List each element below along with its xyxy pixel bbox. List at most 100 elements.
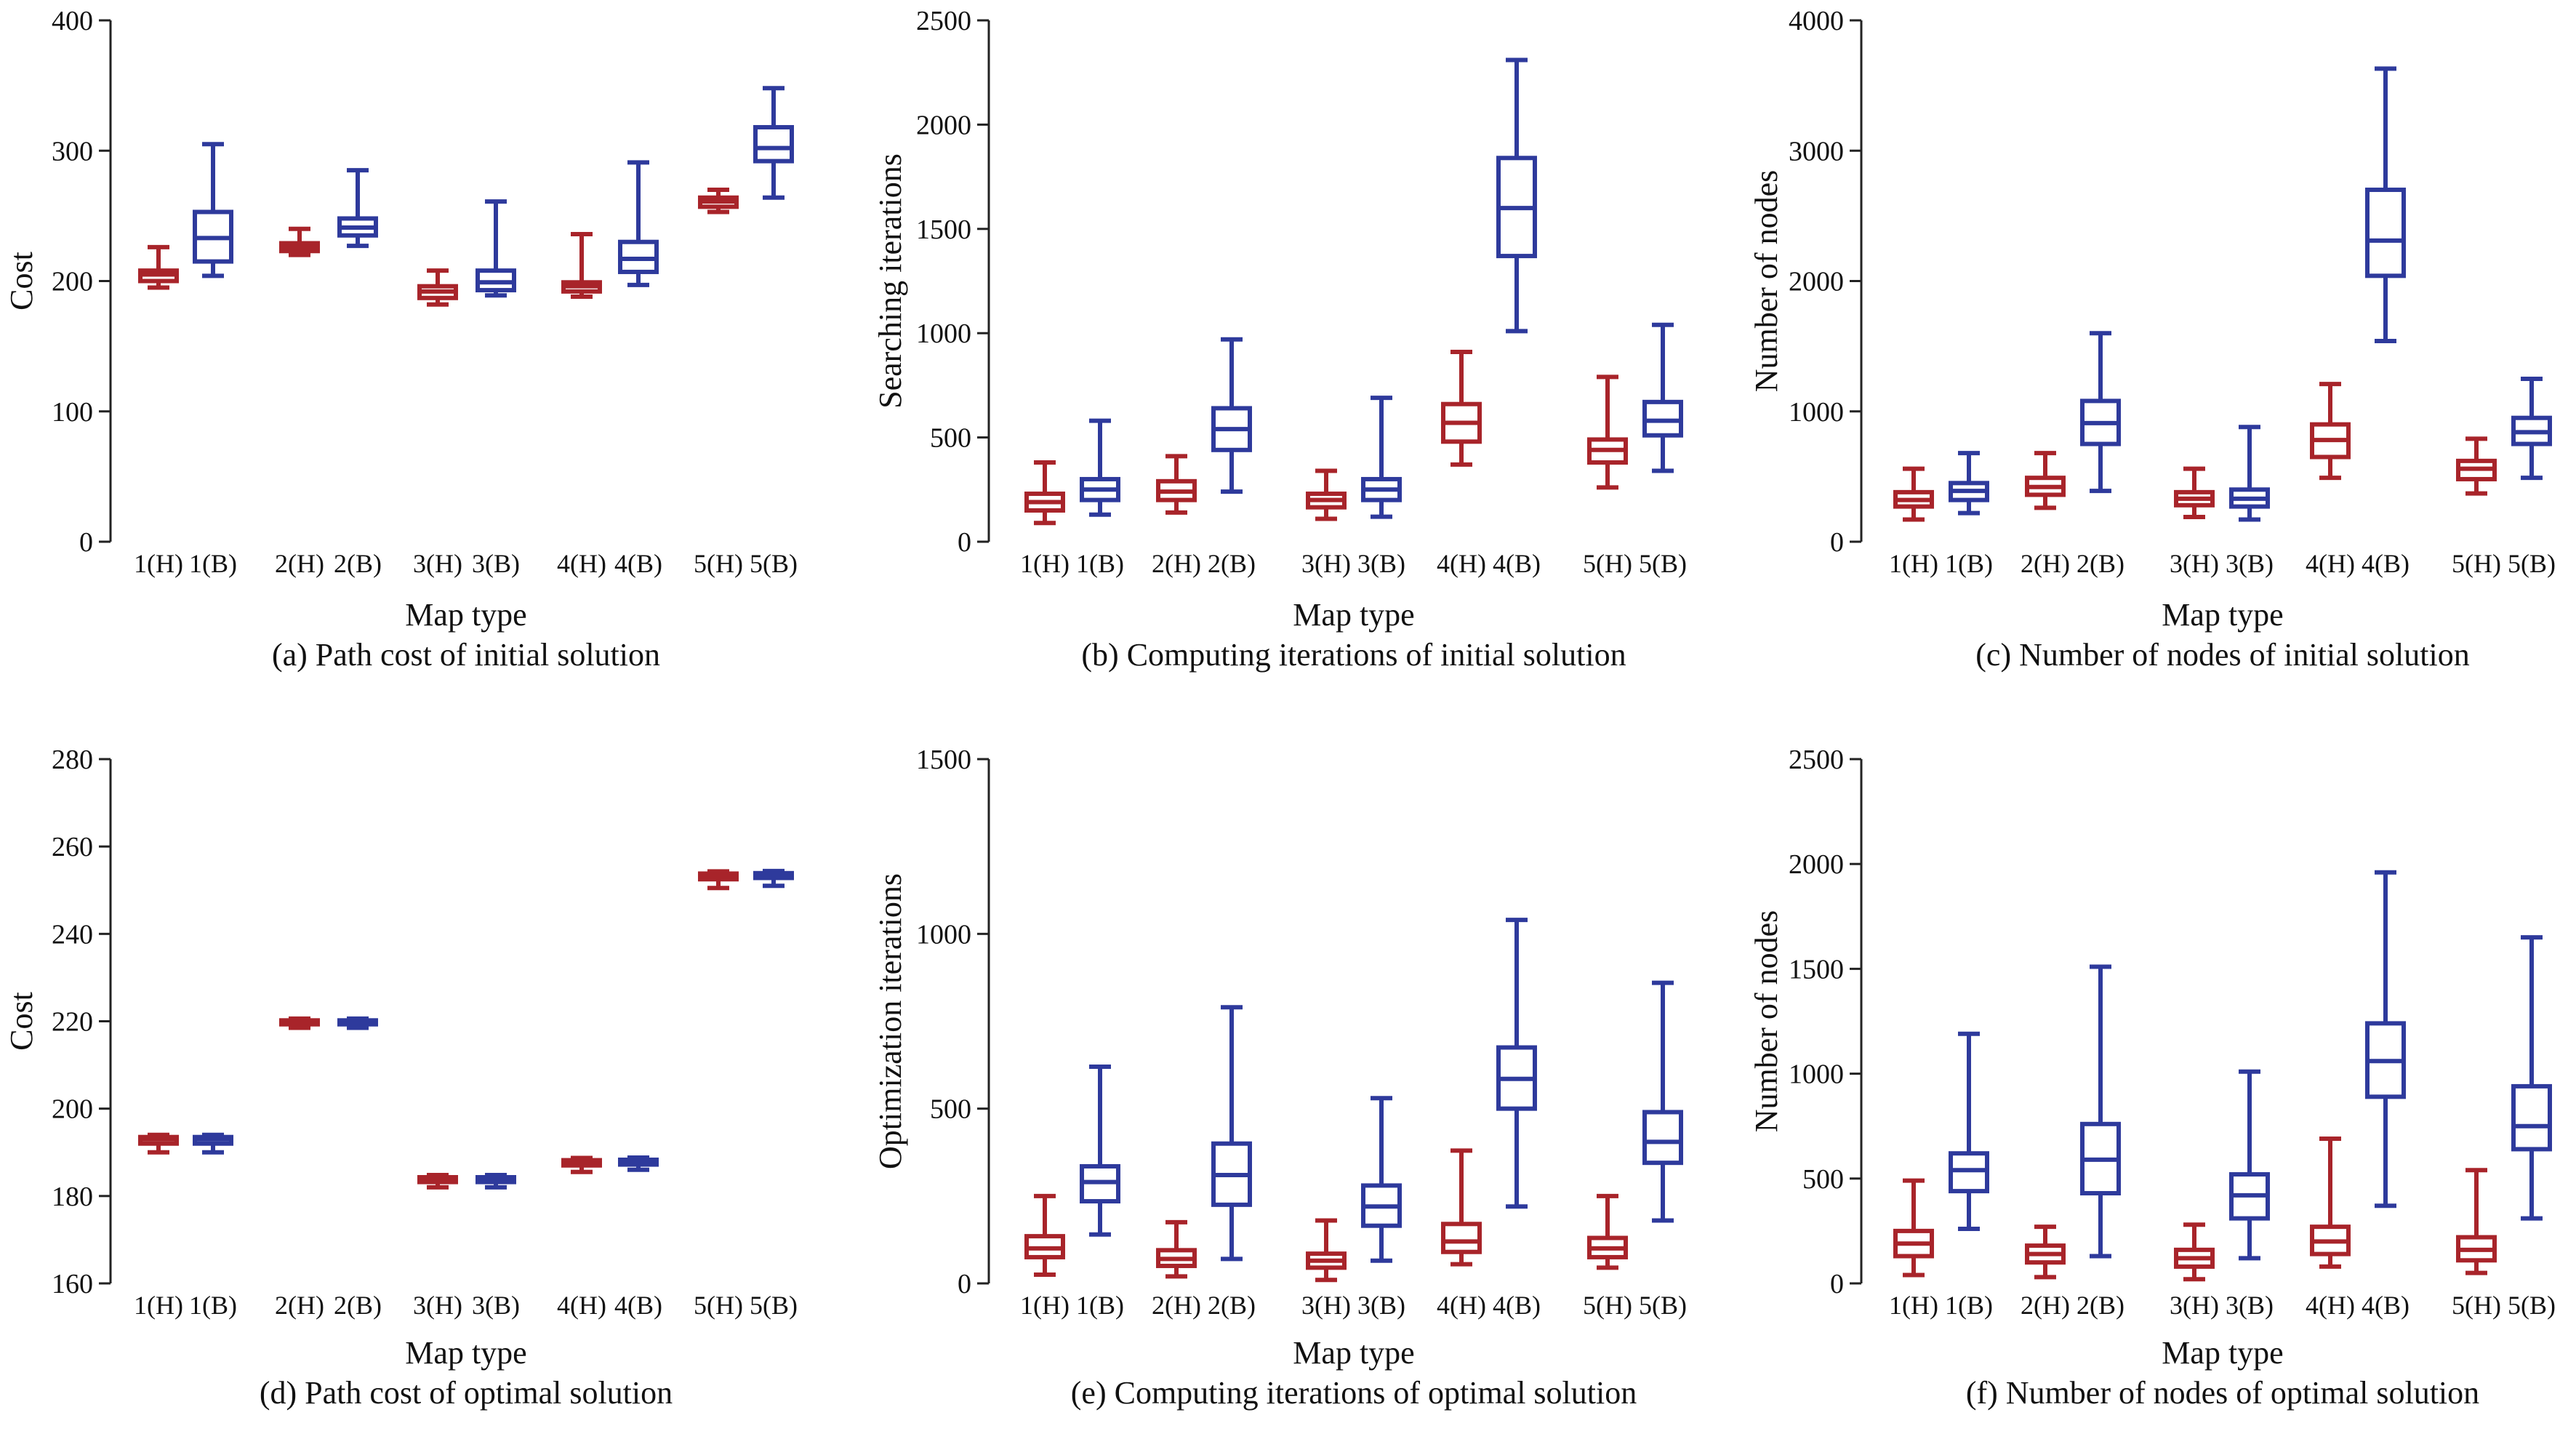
chart-panel-5: 0 500 1000 1500 2000 2500 Number of nodes 1(H) 1…	[1749, 745, 2556, 1411]
box-4(H)	[561, 231, 602, 300]
box-1(B)	[193, 142, 233, 278]
box-2(H)	[2025, 1224, 2066, 1280]
box-3(H)	[1306, 1218, 1347, 1283]
y-tick-label: 1000	[916, 318, 971, 349]
iqr-box	[2365, 188, 2406, 278]
box-3(B)	[476, 199, 516, 298]
x-tick-label: 4(B)	[1493, 549, 1541, 578]
x-tick-label: 1(H)	[1020, 1291, 1070, 1320]
y-tick-label: 200	[52, 1094, 93, 1125]
box-2(H)	[1156, 1219, 1197, 1279]
box-5(H)	[2456, 436, 2497, 496]
x-tick-label: 4(B)	[2362, 1291, 2410, 1320]
box-3(B)	[1361, 1096, 1402, 1263]
x-tick-label: 5(H)	[694, 549, 743, 578]
y-tick-label: 500	[930, 423, 971, 454]
box-3(B)	[476, 1172, 516, 1190]
y-tick-label: 0	[1830, 527, 1844, 558]
box-4(H)	[1441, 1148, 1482, 1267]
x-tick-label: 3(H)	[413, 549, 462, 578]
x-tick-label: 1(B)	[1076, 549, 1124, 578]
box-3(H)	[417, 268, 458, 307]
x-tick-label: 1(B)	[1945, 1291, 1993, 1320]
y-axis-label: Optimization iterations	[872, 873, 908, 1169]
y-tick-label: 4000	[1789, 6, 1844, 36]
iqr-box	[2511, 1083, 2552, 1152]
x-tick-label: 1(H)	[1889, 1291, 1938, 1320]
x-tick-label: 3(H)	[2170, 549, 2219, 578]
panel-caption: (e) Computing iterations of optimal solu…	[1071, 1375, 1637, 1411]
box-1(H)	[1024, 1193, 1065, 1277]
x-tick-label: 4(H)	[1437, 1291, 1486, 1320]
y-tick-label: 0	[958, 1269, 971, 1299]
y-tick-label: 2500	[916, 6, 971, 36]
panel-caption: (b) Computing iterations of initial solu…	[1081, 637, 1626, 673]
y-tick-label: 1500	[916, 745, 971, 775]
box-2(H)	[1156, 454, 1197, 515]
x-tick-label: 5(H)	[694, 1291, 743, 1320]
box-2(B)	[2080, 331, 2121, 494]
x-tick-label: 2(H)	[275, 549, 324, 578]
x-tick-label: 5(B)	[2508, 1291, 2556, 1320]
x-tick-label: 4(H)	[557, 1291, 606, 1320]
x-tick-label: 5(B)	[2508, 549, 2556, 578]
y-tick-label: 500	[1802, 1164, 1844, 1195]
box-5(B)	[753, 868, 794, 889]
chart-panel-2: 0 1000 2000 3000 4000 Number of nodes 1(H) 1(B)…	[1749, 6, 2556, 673]
x-tick-label: 4(B)	[614, 549, 662, 578]
box-3(H)	[1306, 468, 1347, 521]
x-axis-label: Map type	[1293, 597, 1414, 633]
box-1(B)	[1949, 1031, 1989, 1232]
y-tick-label: 0	[1830, 1269, 1844, 1299]
box-2(H)	[279, 1016, 320, 1030]
box-4(B)	[618, 1155, 659, 1172]
box-4(H)	[561, 1155, 602, 1174]
box-5(H)	[1587, 1193, 1628, 1270]
y-tick-label: 220	[52, 1007, 93, 1038]
x-tick-label: 1(B)	[1945, 549, 1993, 578]
y-tick-label: 200	[52, 267, 93, 297]
x-tick-label: 5(B)	[1639, 1291, 1687, 1320]
y-tick-label: 0	[958, 527, 971, 558]
x-tick-label: 3(H)	[1301, 549, 1351, 578]
x-axis-label: Map type	[1293, 1335, 1414, 1371]
panel-caption: (a) Path cost of initial solution	[272, 637, 660, 673]
x-tick-label: 5(H)	[2452, 1291, 2501, 1320]
x-axis-label: Map type	[405, 1335, 526, 1371]
chart-panel-4: 0 500 1000 1500 Optimization iterations 1(H) 1…	[872, 745, 1687, 1411]
y-tick-label: 1000	[1789, 397, 1844, 428]
box-4(B)	[2365, 66, 2406, 343]
y-tick-label: 1500	[1789, 954, 1844, 985]
box-2(H)	[279, 226, 320, 257]
y-tick-label: 240	[52, 919, 93, 950]
x-tick-label: 4(H)	[557, 549, 606, 578]
y-tick-label: 1000	[1789, 1059, 1844, 1090]
box-5(H)	[698, 188, 739, 215]
y-axis-label: Number of nodes	[1749, 910, 1784, 1133]
x-tick-label: 5(B)	[1639, 549, 1687, 578]
y-tick-label: 100	[52, 397, 93, 428]
y-tick-label: 180	[52, 1182, 93, 1212]
box-1(H)	[1024, 460, 1065, 526]
y-axis-label: Cost	[4, 252, 39, 310]
box-1(B)	[1949, 451, 1989, 516]
box-2(H)	[2025, 451, 2066, 510]
box-4(B)	[1496, 918, 1537, 1209]
x-tick-label: 1(B)	[1076, 1291, 1124, 1320]
x-tick-label: 3(B)	[1357, 1291, 1405, 1320]
y-tick-label: 260	[52, 832, 93, 862]
x-tick-label: 2(B)	[334, 1291, 382, 1320]
x-tick-label: 4(H)	[2306, 549, 2355, 578]
box-5(H)	[1587, 374, 1628, 490]
x-tick-label: 2(H)	[275, 1291, 324, 1320]
box-4(H)	[2310, 1137, 2351, 1269]
y-tick-label: 160	[52, 1269, 93, 1299]
x-tick-label: 2(B)	[334, 549, 382, 578]
box-5(B)	[2511, 376, 2552, 481]
box-5(B)	[2511, 935, 2552, 1221]
box-1(B)	[1080, 1064, 1120, 1237]
box-3(H)	[2174, 466, 2215, 519]
box-4(H)	[2310, 382, 2351, 481]
iqr-box	[1441, 1222, 1482, 1254]
box-4(B)	[2365, 870, 2406, 1208]
